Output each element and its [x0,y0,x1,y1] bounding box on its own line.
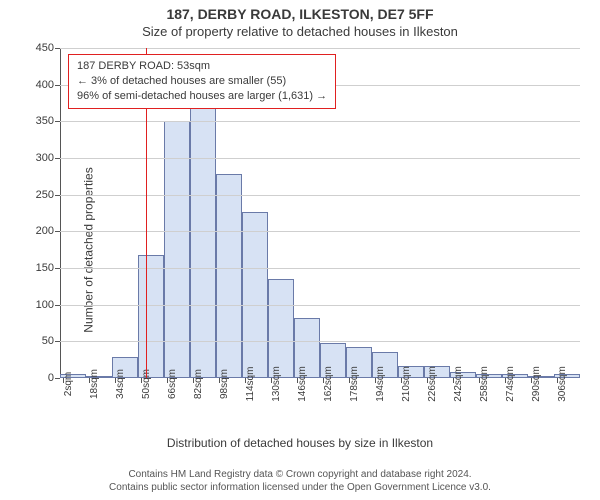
gridline [60,158,580,159]
x-tick-label: 18sqm [89,369,100,399]
y-tick-label: 0 [48,372,54,384]
histogram-bar [242,212,268,378]
chart-title: Size of property relative to detached ho… [0,24,600,39]
annotation-box: 187 DERBY ROAD: 53sqm ← 3% of detached h… [68,54,336,109]
gridline [60,48,580,49]
y-tick [55,341,60,342]
x-tick-label: 290sqm [531,366,542,402]
gridline [60,121,580,122]
x-tick-label: 194sqm [375,366,386,402]
y-tick-label: 50 [42,335,54,347]
x-tick-label: 34sqm [115,369,126,399]
annotation-line: 96% of semi-detached houses are larger (… [77,89,327,104]
histogram-bar [216,174,242,378]
y-tick-label: 350 [36,115,54,127]
histogram-bar [164,121,190,378]
annotation-line: 187 DERBY ROAD: 53sqm [77,59,327,74]
x-tick-label: 2sqm [63,372,74,396]
y-tick [55,158,60,159]
x-tick-label: 98sqm [219,369,230,399]
chart-container: 187, DERBY ROAD, ILKESTON, DE7 5FF Size … [0,0,600,500]
y-tick-label: 150 [36,262,54,274]
y-tick [55,305,60,306]
x-tick-label: 146sqm [297,366,308,402]
y-tick-label: 300 [36,152,54,164]
y-tick-label: 400 [36,79,54,91]
gridline [60,341,580,342]
x-tick-label: 66sqm [167,369,178,399]
y-tick [55,85,60,86]
gridline [60,305,580,306]
x-tick-label: 178sqm [349,366,360,402]
histogram-bar [138,255,164,378]
y-tick [55,378,60,379]
y-tick [55,48,60,49]
x-tick-label: 82sqm [193,369,204,399]
y-tick [55,195,60,196]
x-axis-label: Distribution of detached houses by size … [0,436,600,450]
gridline [60,231,580,232]
gridline [60,268,580,269]
x-tick-label: 226sqm [427,366,438,402]
x-tick-label: 210sqm [401,366,412,402]
gridline [60,195,580,196]
x-tick-label: 130sqm [271,366,282,402]
footer-line: Contains HM Land Registry data © Crown c… [0,468,600,481]
annotation-line: ← 3% of detached houses are smaller (55) [77,74,327,89]
footer-line: Contains public sector information licen… [0,481,600,494]
y-tick-label: 250 [36,189,54,201]
y-tick-label: 450 [36,42,54,54]
y-tick-label: 200 [36,225,54,237]
x-tick-label: 162sqm [323,366,334,402]
histogram-bar [268,279,294,378]
x-tick-label: 242sqm [453,366,464,402]
y-tick [55,121,60,122]
x-tick-label: 258sqm [479,366,490,402]
footer-attribution: Contains HM Land Registry data © Crown c… [0,468,600,494]
x-tick-label: 306sqm [557,366,568,402]
histogram-bar [190,88,216,378]
plot-area: 0501001502002503003504004502sqm18sqm34sq… [60,48,580,378]
y-tick-label: 100 [36,299,54,311]
chart-supertitle: 187, DERBY ROAD, ILKESTON, DE7 5FF [0,6,600,22]
y-tick [55,268,60,269]
y-tick [55,231,60,232]
x-tick-label: 274sqm [505,366,516,402]
x-tick-label: 114sqm [245,367,256,402]
